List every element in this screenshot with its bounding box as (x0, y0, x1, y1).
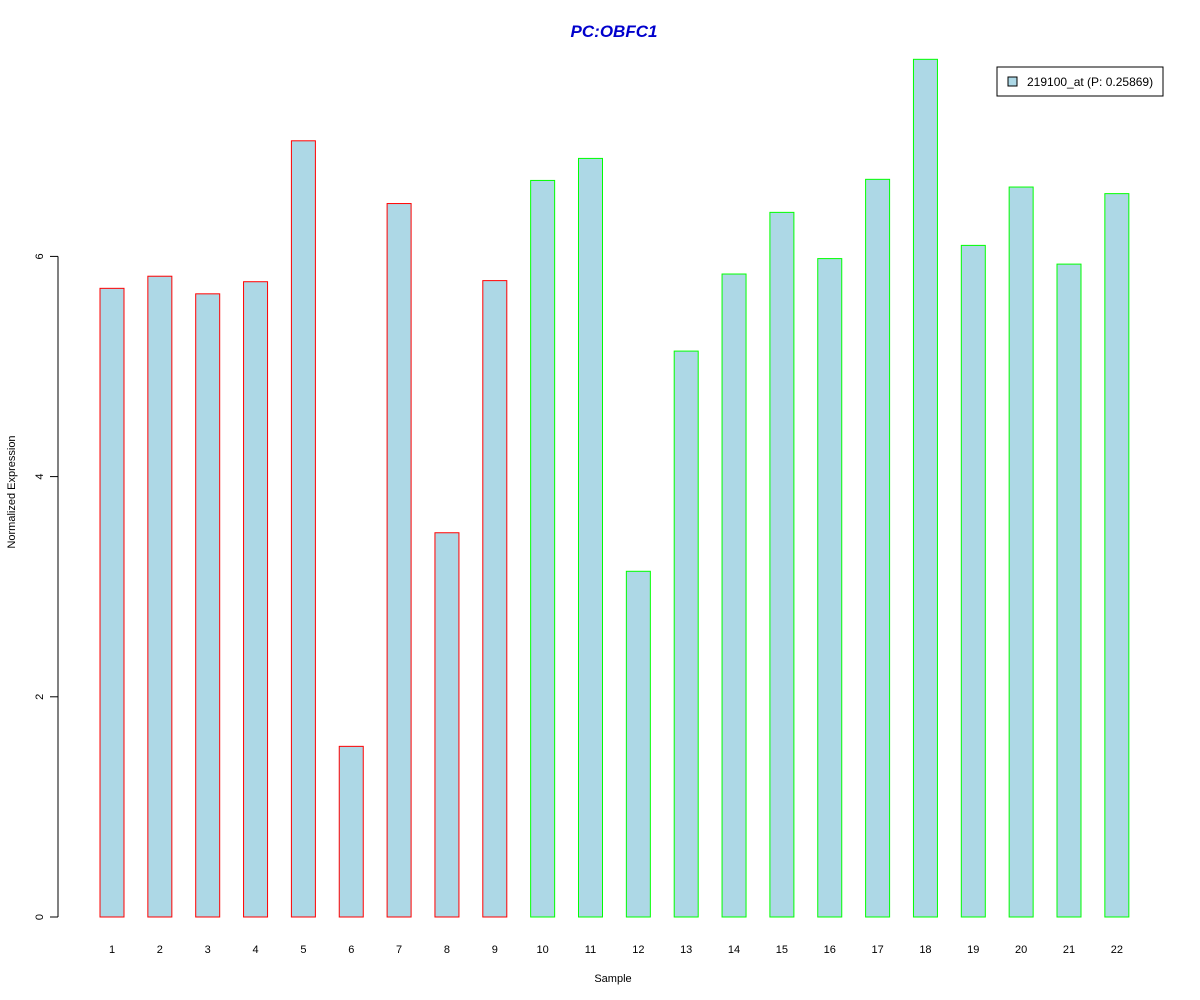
y-tick-label: 4 (34, 474, 46, 480)
bar (1056, 263, 1082, 918)
bars-group (99, 58, 1130, 918)
x-tick-label: 21 (1063, 944, 1075, 956)
x-tick-label: 14 (728, 944, 740, 956)
bar (99, 287, 125, 918)
y-axis: 0 2 4 6 (34, 253, 59, 920)
bar (1104, 193, 1130, 918)
y-tick-label: 0 (34, 914, 46, 920)
x-tick-label: 22 (1111, 944, 1123, 956)
bar (338, 745, 364, 918)
y-axis-label: Normalized Expression (6, 435, 18, 548)
bar (482, 280, 508, 918)
bar (386, 203, 412, 918)
bar (912, 58, 938, 918)
x-tick-label: 19 (967, 944, 979, 956)
x-tick-label: 6 (348, 944, 354, 956)
bar (960, 244, 986, 918)
bar (625, 570, 651, 918)
y-tick-label: 6 (34, 253, 46, 259)
legend-label: 219100_at (P: 0.25869) (1027, 75, 1153, 89)
x-tick-label: 15 (776, 944, 788, 956)
bar (769, 211, 795, 918)
x-tick-label: 10 (537, 944, 549, 956)
bar (721, 273, 747, 918)
legend-swatch (1007, 76, 1018, 87)
bar (530, 179, 556, 918)
x-tick-label: 17 (871, 944, 883, 956)
bar (578, 157, 603, 918)
x-tick-label: 9 (492, 944, 498, 956)
x-tick-label: 7 (396, 944, 402, 956)
bar (1008, 186, 1034, 918)
x-tick-label: 5 (300, 944, 306, 956)
bar (290, 140, 316, 918)
x-tick-label: 18 (919, 944, 931, 956)
x-tick-label: 11 (585, 944, 596, 956)
bar (865, 178, 891, 918)
bar (147, 275, 173, 918)
bar (673, 350, 699, 918)
x-tick-label: 1 (109, 944, 115, 956)
bar (195, 293, 221, 918)
x-axis-label: Sample (594, 973, 631, 985)
x-tick-label: 20 (1015, 944, 1027, 956)
chart-title: PC:OBFC1 (571, 22, 658, 41)
x-tick-label: 12 (632, 944, 644, 956)
x-tick-labels: 1 2 3 4 5 6 7 8 9 10 11 12 13 14 15 16 17 18 19 20 21 22 (109, 944, 1123, 956)
bar (243, 281, 269, 918)
legend: 219100_at (P: 0.25869) (996, 66, 1164, 97)
x-tick-label: 2 (157, 944, 163, 956)
legend-box (996, 66, 1164, 97)
y-tick-label: 2 (34, 694, 46, 700)
bar (817, 258, 843, 918)
x-tick-label: 3 (205, 944, 211, 956)
bar (434, 532, 460, 918)
x-tick-label: 13 (680, 944, 692, 956)
x-tick-label: 8 (444, 944, 450, 956)
x-tick-label: 16 (824, 944, 836, 956)
x-tick-label: 4 (252, 944, 258, 956)
